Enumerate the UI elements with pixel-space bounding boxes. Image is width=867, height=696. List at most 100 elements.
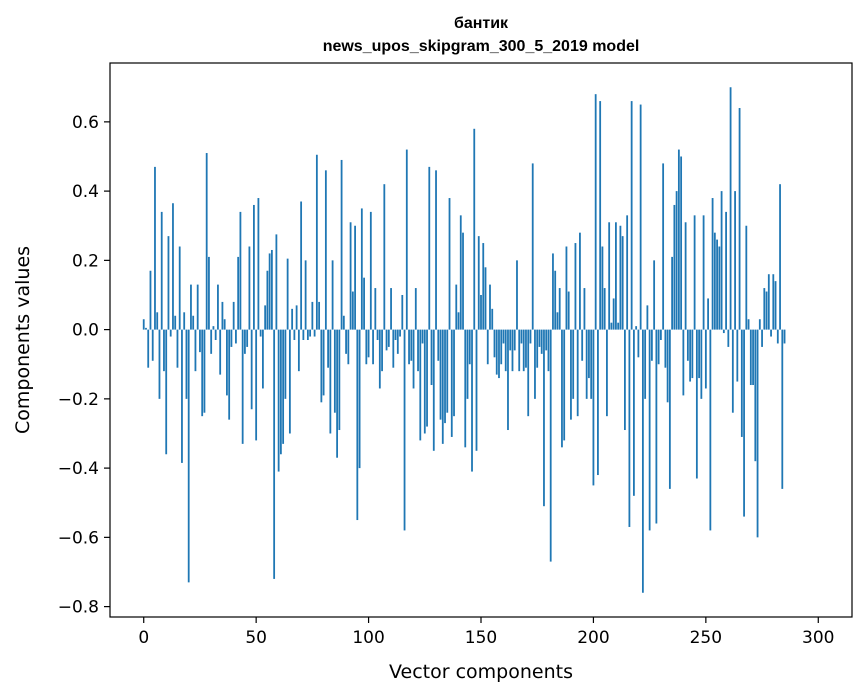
bar-216	[628, 329, 631, 527]
bar-159	[500, 329, 503, 365]
bar-127	[428, 166, 431, 330]
bar-200	[592, 329, 595, 486]
bar-131	[437, 329, 440, 361]
bar-69	[297, 329, 300, 372]
bar-214	[624, 329, 626, 431]
bar-102	[372, 329, 374, 365]
bar-163	[509, 329, 512, 351]
bar-48	[250, 329, 253, 410]
bar-232	[664, 329, 667, 368]
bar-156	[493, 329, 496, 358]
bar-63	[284, 329, 287, 399]
bar-230	[659, 329, 662, 340]
bar-224	[646, 305, 649, 330]
bar-17	[181, 329, 183, 463]
bar-130	[435, 170, 437, 330]
bar-16	[178, 246, 181, 330]
bar-73	[306, 329, 309, 340]
bar-38	[228, 329, 231, 420]
bar-267	[743, 329, 745, 517]
bar-253	[711, 198, 714, 330]
bar-14	[174, 315, 177, 330]
bar-205	[603, 288, 606, 330]
bar-12	[169, 329, 172, 337]
bar-81	[324, 170, 327, 330]
bar-262	[731, 329, 734, 413]
bar-65	[288, 329, 291, 434]
bar-210	[615, 222, 617, 330]
bar-146	[471, 329, 473, 472]
bar-87	[338, 329, 341, 431]
bar-191	[572, 329, 575, 399]
bar-194	[579, 232, 581, 330]
bar-68	[295, 305, 298, 330]
bar-249	[702, 215, 705, 330]
bar-27	[203, 329, 206, 413]
bar-91	[347, 329, 350, 365]
bar-202	[597, 329, 599, 476]
bar-195	[581, 329, 584, 361]
bar-99	[365, 329, 368, 365]
y-tick-label: −0.8	[58, 598, 99, 618]
bar-125	[423, 329, 426, 434]
bar-124	[421, 329, 424, 344]
bar-184	[556, 312, 559, 330]
bar-58	[273, 329, 276, 579]
bar-34	[219, 329, 222, 375]
x-tick-label: 0	[138, 628, 149, 648]
bar-243	[689, 329, 692, 382]
bar-108	[385, 329, 388, 351]
bar-201	[594, 94, 597, 330]
bar-154	[489, 284, 491, 330]
bar-152	[484, 267, 487, 330]
bar-53	[262, 329, 264, 389]
bar-98	[363, 277, 365, 330]
bar-149	[477, 236, 480, 330]
bar-265	[738, 108, 741, 330]
y-tick-label: 0.6	[72, 113, 99, 133]
bar-266	[740, 329, 743, 437]
bar-71	[302, 329, 305, 340]
bar-123	[419, 329, 422, 441]
bar-78	[318, 301, 321, 330]
bar-226	[650, 329, 653, 361]
bar-248	[700, 329, 703, 399]
bar-66	[291, 308, 294, 330]
bar-222	[641, 329, 644, 593]
bar-254	[713, 232, 716, 330]
bar-114	[399, 329, 401, 337]
bar-104	[376, 329, 379, 340]
bar-82	[327, 329, 329, 368]
bar-32	[214, 329, 217, 340]
bar-277	[765, 291, 768, 330]
bar-51	[257, 198, 260, 330]
bar-55	[266, 270, 269, 330]
y-axis: −0.8 −0.6 −0.4 −0.2 0.0 0.2 0.4 0.6	[58, 113, 110, 618]
bar-28	[205, 153, 208, 330]
bar-250	[704, 329, 707, 389]
bar-208	[610, 322, 613, 330]
y-tick-label: −0.4	[58, 459, 99, 479]
bar-282	[776, 329, 779, 344]
bars-group	[142, 87, 786, 593]
bar-79	[320, 329, 323, 403]
bar-37	[226, 329, 228, 396]
bar-213	[621, 236, 624, 330]
bar-215	[626, 215, 629, 330]
bar-13	[172, 203, 174, 330]
bar-121	[414, 288, 417, 330]
bar-86	[336, 329, 338, 458]
bar-188	[565, 246, 568, 330]
bar-283	[779, 184, 781, 330]
bar-92	[349, 222, 352, 330]
bar-24	[196, 284, 199, 330]
bar-41	[235, 329, 237, 344]
bar-211	[617, 322, 620, 330]
bar-176	[538, 329, 541, 347]
bar-3	[149, 270, 152, 330]
bar-186	[561, 329, 563, 448]
bar-97	[360, 208, 363, 330]
bar-150	[480, 294, 482, 330]
bar-35	[221, 301, 224, 330]
bar-236	[673, 204, 676, 330]
